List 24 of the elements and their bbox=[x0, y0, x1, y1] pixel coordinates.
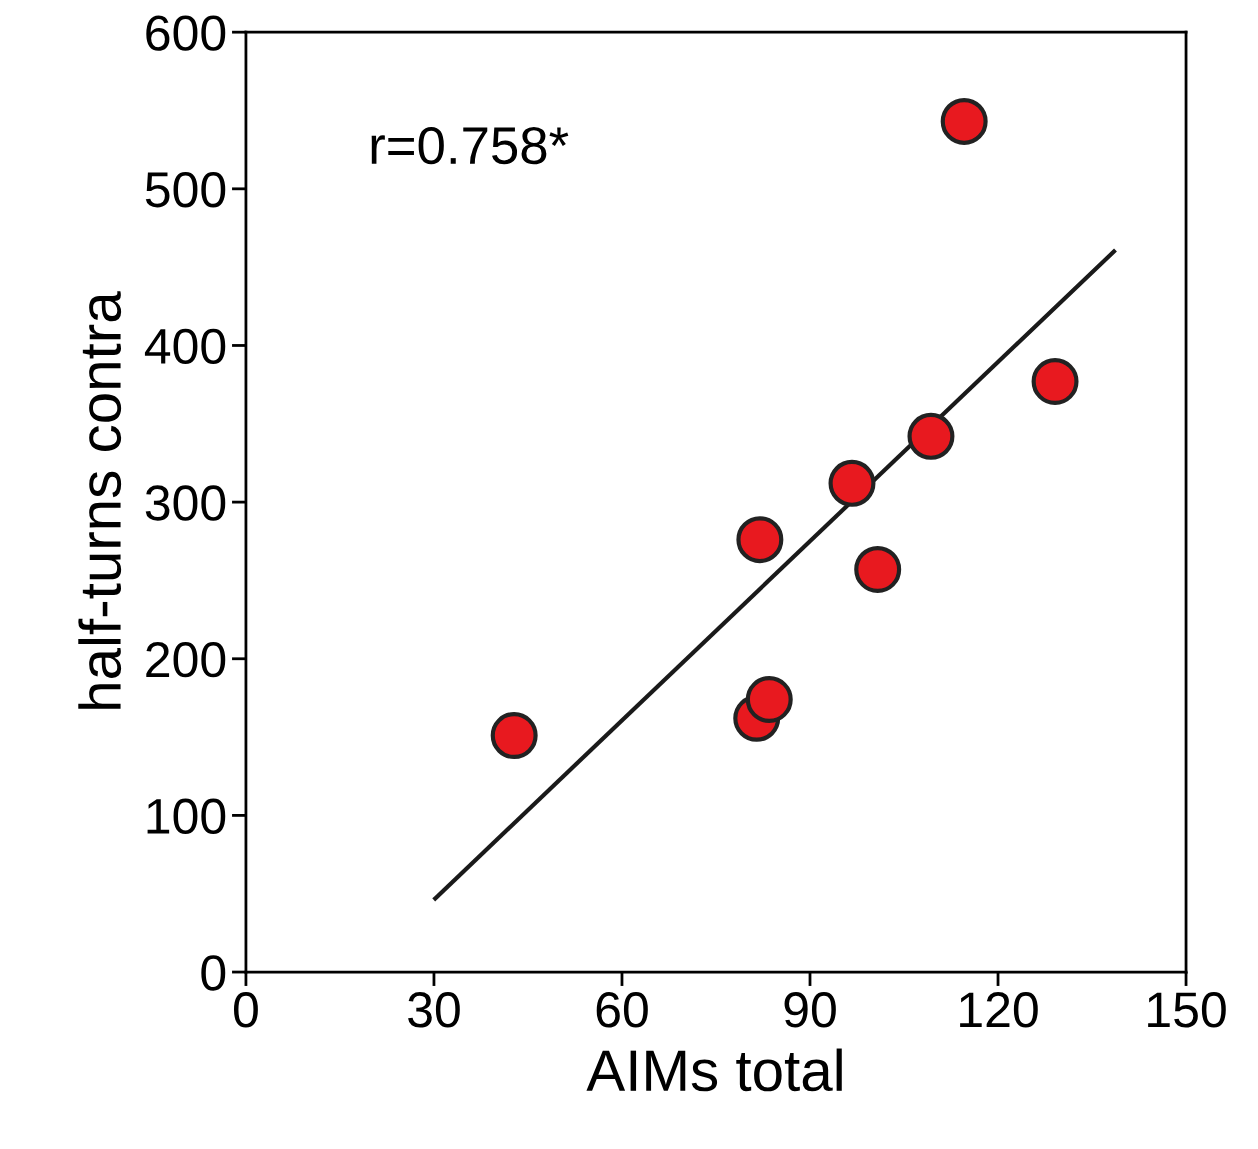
point bbox=[490, 712, 538, 760]
y-axis-title: half-turns contra bbox=[78, 291, 122, 709]
point bbox=[736, 516, 784, 564]
x-tick-label: 150 bbox=[1148, 992, 1226, 1028]
point bbox=[940, 97, 988, 145]
point bbox=[828, 459, 876, 507]
y-tick-label: 0 bbox=[201, 955, 226, 991]
x-tick-label: 60 bbox=[596, 992, 648, 1028]
y-tick-label: 200 bbox=[146, 641, 226, 678]
point bbox=[745, 675, 793, 723]
point bbox=[1031, 358, 1079, 405]
y-tick-label: 600 bbox=[146, 15, 226, 51]
x-tick-label: 90 bbox=[784, 992, 836, 1028]
x-tick-label: 30 bbox=[408, 992, 460, 1028]
x-tick-label: 120 bbox=[960, 992, 1038, 1028]
point bbox=[907, 412, 955, 460]
annotation: r=0.758* bbox=[371, 126, 569, 165]
y-tick-label: 100 bbox=[147, 798, 226, 835]
y-tick-label: 300 bbox=[145, 485, 226, 521]
x-axis-title: AIMs total bbox=[586, 1048, 842, 1092]
point bbox=[854, 545, 902, 593]
x-tick-label: 0 bbox=[233, 992, 258, 1028]
y-tick-label: 500 bbox=[145, 172, 226, 208]
y-tick-label: 400 bbox=[144, 328, 226, 365]
